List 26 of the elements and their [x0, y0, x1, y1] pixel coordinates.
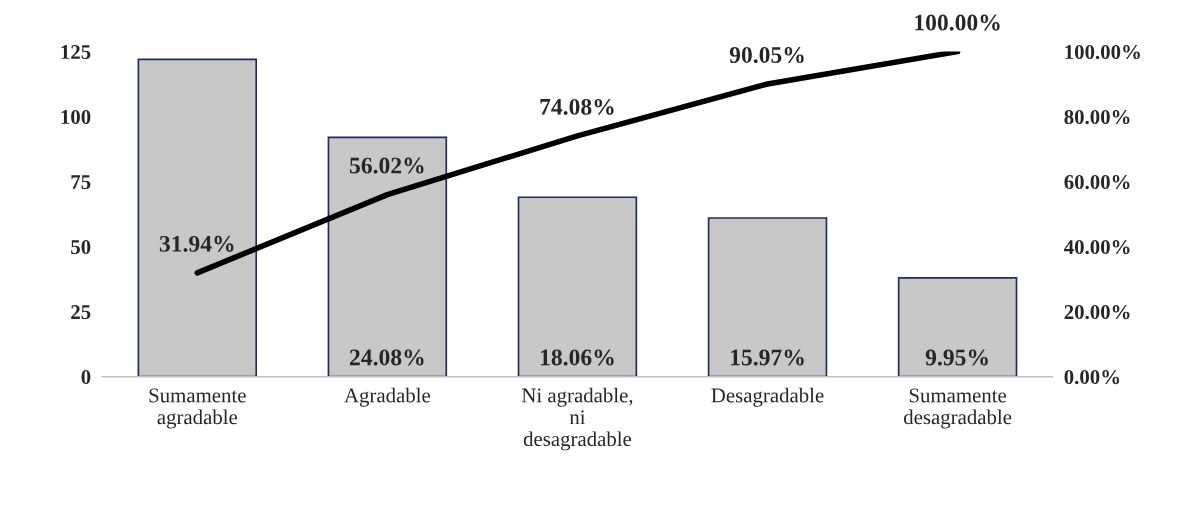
y2-tick-label: 100.00% [1065, 44, 1140, 60]
y-tick-label: 125 [61, 45, 91, 60]
y2-tick-label: 80.00% [1064, 109, 1130, 125]
data-label: 100.00% [915, 14, 1000, 31]
annotation: 18.06% [540, 349, 614, 366]
y2-tick-label: 0.00% [1064, 370, 1120, 385]
y-tick-label: 100 [61, 109, 91, 125]
y-tick-label: 25 [71, 305, 91, 320]
annotation: 24.08% [349, 349, 424, 366]
x-tick-label: Sumamente agradable [149, 388, 246, 429]
data-label: 31.94% [159, 235, 234, 252]
y-tick-label: 75 [71, 175, 91, 190]
x-tick-label: Sumamente desagradable [903, 388, 1012, 429]
x-tick-label: Ni agradable, ni desagradable [521, 387, 633, 451]
x-tick-label: Desagradable [711, 387, 824, 407]
annotation: 15.97% [731, 349, 804, 366]
data-label: 74.08% [540, 98, 614, 115]
annotation: 9.95% [925, 349, 988, 366]
y2-tick-label: 20.00% [1064, 305, 1130, 320]
data-label: 90.05% [729, 46, 804, 63]
y2-tick-label: 60.00% [1064, 175, 1130, 190]
y2-tick-label: 40.00% [1064, 240, 1130, 255]
x-tick-label: Agradable [344, 387, 431, 407]
y-tick-label: 0 [81, 370, 91, 385]
data-label: 56.02% [349, 157, 424, 174]
y-tick-label: 50 [71, 240, 91, 255]
